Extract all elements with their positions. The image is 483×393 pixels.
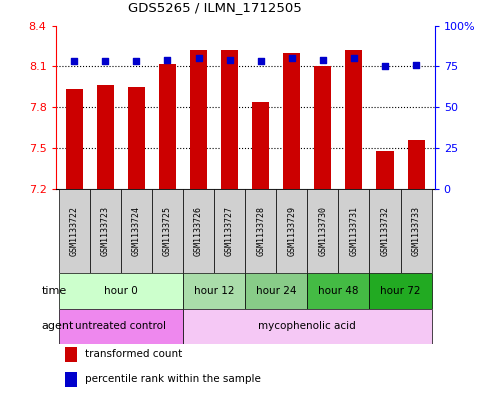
Text: percentile rank within the sample: percentile rank within the sample bbox=[85, 374, 260, 384]
Bar bbox=[314, 66, 331, 189]
Bar bbox=[97, 85, 114, 189]
Point bbox=[71, 58, 78, 64]
Text: mycophenolic acid: mycophenolic acid bbox=[258, 321, 356, 331]
Bar bbox=[369, 273, 432, 309]
Bar bbox=[121, 189, 152, 273]
Text: GSM1133727: GSM1133727 bbox=[225, 206, 234, 256]
Bar bbox=[283, 53, 300, 189]
Point bbox=[164, 57, 171, 63]
Text: GSM1133732: GSM1133732 bbox=[381, 206, 389, 256]
Bar bbox=[58, 273, 183, 309]
Text: GSM1133724: GSM1133724 bbox=[132, 206, 141, 256]
Bar bbox=[152, 189, 183, 273]
Point bbox=[381, 63, 389, 70]
Text: GSM1133729: GSM1133729 bbox=[287, 206, 296, 256]
Bar bbox=[183, 273, 245, 309]
Bar bbox=[307, 273, 369, 309]
Bar bbox=[128, 87, 145, 189]
Bar bbox=[307, 189, 339, 273]
Text: GSM1133722: GSM1133722 bbox=[70, 206, 79, 256]
Text: hour 72: hour 72 bbox=[380, 286, 421, 296]
Point bbox=[288, 55, 296, 61]
Text: GSM1133726: GSM1133726 bbox=[194, 206, 203, 256]
Bar bbox=[369, 189, 400, 273]
Bar bbox=[408, 140, 425, 189]
Text: GSM1133730: GSM1133730 bbox=[318, 206, 327, 256]
Point bbox=[319, 57, 327, 63]
Bar bbox=[58, 309, 183, 344]
Bar bbox=[90, 189, 121, 273]
Text: GSM1133723: GSM1133723 bbox=[101, 206, 110, 256]
Bar bbox=[159, 64, 176, 189]
Point bbox=[257, 58, 265, 64]
Bar bbox=[245, 189, 276, 273]
Text: hour 48: hour 48 bbox=[318, 286, 358, 296]
Point bbox=[350, 55, 358, 61]
Text: hour 12: hour 12 bbox=[194, 286, 234, 296]
Bar bbox=[252, 102, 269, 189]
Point bbox=[226, 57, 233, 63]
Bar bbox=[65, 372, 77, 387]
Text: GSM1133725: GSM1133725 bbox=[163, 206, 172, 256]
Bar bbox=[183, 189, 214, 273]
Text: GDS5265 / ILMN_1712505: GDS5265 / ILMN_1712505 bbox=[128, 1, 302, 14]
Bar bbox=[376, 151, 394, 189]
Bar bbox=[339, 189, 369, 273]
Bar bbox=[276, 189, 307, 273]
Bar bbox=[65, 347, 77, 362]
Text: agent: agent bbox=[42, 321, 74, 331]
Bar bbox=[190, 50, 207, 189]
Bar bbox=[245, 273, 307, 309]
Text: hour 0: hour 0 bbox=[104, 286, 138, 296]
Point bbox=[195, 55, 202, 61]
Bar bbox=[183, 309, 432, 344]
Text: transformed count: transformed count bbox=[85, 349, 182, 359]
Bar bbox=[66, 90, 83, 189]
Point bbox=[412, 62, 420, 68]
Text: GSM1133733: GSM1133733 bbox=[412, 206, 421, 256]
Text: untreated control: untreated control bbox=[75, 321, 166, 331]
Text: GSM1133731: GSM1133731 bbox=[349, 206, 358, 256]
Text: GSM1133728: GSM1133728 bbox=[256, 206, 265, 256]
Bar bbox=[58, 189, 90, 273]
Text: time: time bbox=[42, 286, 67, 296]
Bar bbox=[400, 189, 432, 273]
Text: hour 24: hour 24 bbox=[256, 286, 297, 296]
Bar bbox=[214, 189, 245, 273]
Bar bbox=[345, 50, 362, 189]
Bar bbox=[221, 50, 238, 189]
Point bbox=[101, 58, 109, 64]
Point bbox=[132, 58, 140, 64]
